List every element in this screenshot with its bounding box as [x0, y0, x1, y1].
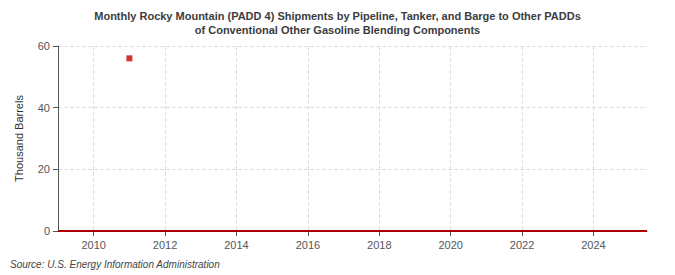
svg-text:0: 0	[44, 225, 50, 237]
svg-text:60: 60	[38, 40, 50, 52]
svg-text:2022: 2022	[510, 239, 534, 251]
svg-text:20: 20	[38, 163, 50, 175]
svg-text:2012: 2012	[153, 239, 177, 251]
svg-text:2020: 2020	[438, 239, 462, 251]
svg-text:2010: 2010	[81, 239, 105, 251]
svg-text:of Conventional Other Gasoline: of Conventional Other Gasoline Blending …	[195, 24, 480, 36]
svg-text:2018: 2018	[367, 239, 391, 251]
svg-text:40: 40	[38, 102, 50, 114]
svg-text:Source: U.S. Energy Informatio: Source: U.S. Energy Information Administ…	[10, 259, 220, 270]
svg-text:2016: 2016	[296, 239, 320, 251]
svg-text:Thousand Barrels: Thousand Barrels	[13, 95, 25, 182]
svg-text:2014: 2014	[224, 239, 248, 251]
svg-text:Monthly Rocky Mountain (PADD 4: Monthly Rocky Mountain (PADD 4) Shipment…	[94, 10, 581, 22]
svg-text:2024: 2024	[581, 239, 605, 251]
